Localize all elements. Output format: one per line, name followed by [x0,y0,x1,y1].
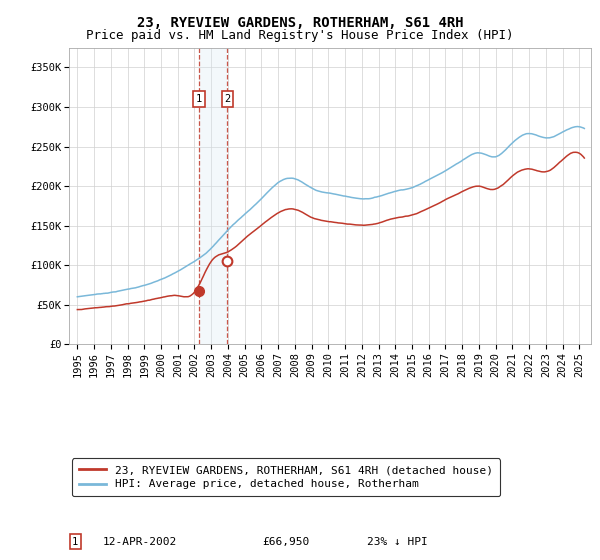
Bar [199,48,227,344]
Text: 23% ↓ HPI: 23% ↓ HPI [367,537,427,547]
Legend: 23, RYEVIEW GARDENS, ROTHERHAM, S61 4RH (detached house), HPI: Average price, de: 23, RYEVIEW GARDENS, ROTHERHAM, S61 4RH … [72,459,500,496]
Text: 1: 1 [196,94,202,104]
Text: 12-APR-2002: 12-APR-2002 [103,537,177,547]
Text: Price paid vs. HM Land Registry's House Price Index (HPI): Price paid vs. HM Land Registry's House … [86,29,514,42]
Text: £66,950: £66,950 [262,537,310,547]
Text: 1: 1 [72,537,79,547]
Text: 2: 2 [224,94,230,104]
Text: 23, RYEVIEW GARDENS, ROTHERHAM, S61 4RH: 23, RYEVIEW GARDENS, ROTHERHAM, S61 4RH [137,16,463,30]
